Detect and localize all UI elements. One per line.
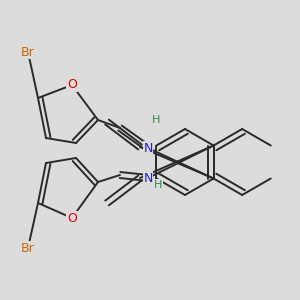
Text: H: H [154,180,162,190]
Text: O: O [67,212,77,224]
Text: H: H [152,115,160,125]
Text: N: N [143,172,153,184]
Text: N: N [143,142,153,154]
Text: Br: Br [21,46,35,59]
Text: Br: Br [21,242,35,254]
Text: O: O [67,79,77,92]
